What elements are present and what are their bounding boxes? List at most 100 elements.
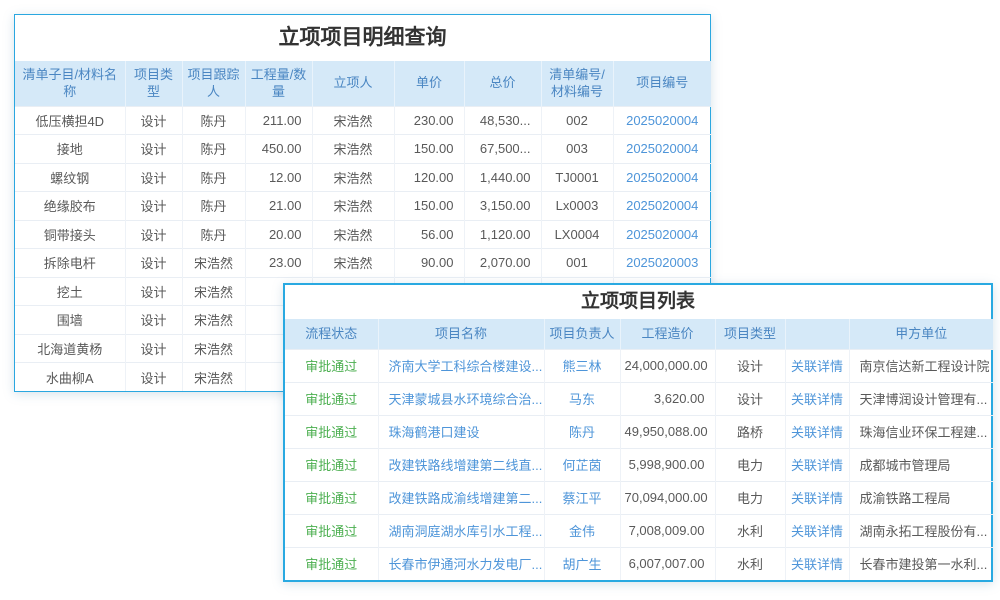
cell-project-name-link[interactable]: 济南大学工科综合楼建设...: [377, 348, 544, 382]
cell-cost: 49,950,088.00: [619, 414, 715, 448]
table-row: 绝缘胶布 设计 陈丹 21.00 宋浩然 150.00 3,150.00 Lx0003 2025…: [15, 191, 711, 220]
cell-unit-price: 150.00: [393, 134, 464, 163]
cell-tracker: 陈丹: [181, 219, 245, 249]
cell-total-price: 3,150.00: [463, 191, 541, 220]
cell-project-name-link[interactable]: 珠海鹤港口建设: [377, 414, 544, 448]
project-list-table: 流程状态 项目名称 项目负责人 工程造价 项目类型 甲方单位 审批通过 济南大学工…: [285, 319, 993, 580]
cell-tracker: 宋浩然: [181, 248, 245, 277]
col-header-initiator: 立项人: [311, 61, 394, 106]
cell-material-name: 挖土: [15, 276, 125, 306]
cell-status: 审批通过: [285, 546, 378, 580]
cell-unit-price: 230.00: [393, 105, 464, 135]
cell-client: 湖南永拓工程股份有...: [848, 513, 993, 547]
cell-total-price: 48,530...: [463, 105, 541, 135]
cell-initiator: 宋浩然: [311, 105, 394, 135]
cell-material-name: 螺纹钢: [15, 162, 125, 192]
cell-client: 成渝铁路工程局: [848, 480, 993, 514]
cell-client: 珠海信业环保工程建...: [848, 414, 993, 448]
cell-project-type: 设计: [124, 333, 182, 363]
table-row: 拆除电杆 设计 宋浩然 23.00 宋浩然 90.00 2,070.00 001 2025020…: [15, 248, 711, 277]
cell-quantity: 20.00: [244, 219, 312, 249]
col-header-status: 流程状态: [285, 319, 378, 349]
cell-manager-link[interactable]: 熊三林: [543, 348, 620, 382]
cell-tracker: 陈丹: [181, 105, 245, 135]
cell-item-code: LX0004: [540, 219, 613, 249]
cell-material-name: 绝缘胶布: [15, 191, 125, 220]
cell-detail-link[interactable]: 关联详情: [784, 447, 849, 481]
cell-detail-link[interactable]: 关联详情: [784, 546, 849, 580]
cell-quantity: 12.00: [244, 162, 312, 192]
cell-tracker: 宋浩然: [181, 305, 245, 334]
col-header-type: 项目类型: [714, 319, 785, 349]
col-header-material-name: 清单子目/材料名称: [15, 61, 125, 106]
cell-project-type: 设计: [124, 248, 182, 277]
cell-tracker: 陈丹: [181, 134, 245, 163]
cell-cost: 6,007,007.00: [619, 546, 715, 580]
cell-status: 审批通过: [285, 348, 378, 382]
cell-client: 南京信达新工程设计院: [848, 348, 993, 382]
cell-project-code-link[interactable]: 2025020004: [612, 219, 711, 249]
cell-material-name: 接地: [15, 134, 125, 163]
cell-project-name-link[interactable]: 改建铁路线增建第二线直...: [377, 447, 544, 481]
cell-project-type: 路桥: [714, 414, 785, 448]
cell-tracker: 宋浩然: [181, 362, 245, 391]
col-header-unit-price: 单价: [393, 61, 464, 106]
cell-project-type: 设计: [124, 162, 182, 192]
cell-project-type: 设计: [124, 105, 182, 135]
cell-item-code: 001: [540, 248, 613, 277]
cell-manager-link[interactable]: 金伟: [543, 513, 620, 547]
col-header-quantity: 工程量/数量: [244, 61, 312, 106]
cell-project-type: 设计: [714, 381, 785, 415]
cell-project-code-link[interactable]: 2025020003: [612, 248, 711, 277]
cell-project-type: 水利: [714, 513, 785, 547]
cell-detail-link[interactable]: 关联详情: [784, 480, 849, 514]
table-row: 审批通过 改建铁路成渝线增建第二... 蔡江平 70,094,000.00 电力 关联详情…: [285, 480, 993, 514]
table-row: 审批通过 改建铁路线增建第二线直... 何芷茵 5,998,900.00 电力 关联详情成…: [285, 447, 993, 481]
table-row: 低压横担4D 设计 陈丹 211.00 宋浩然 230.00 48,530... 002 202…: [15, 105, 711, 135]
table-row: 审批通过 湖南洞庭湖水库引水工程... 金伟 7,008,009.00 水利 关联详情 湖南…: [285, 513, 993, 547]
cell-detail-link[interactable]: 关联详情: [784, 414, 849, 448]
cell-project-name-link[interactable]: 湖南洞庭湖水库引水工程...: [377, 513, 544, 547]
cell-item-code: Lx0003: [540, 191, 613, 220]
cell-quantity: 211.00: [244, 105, 312, 135]
cell-project-code-link[interactable]: 2025020004: [612, 105, 711, 135]
table-row: 接地 设计 陈丹 450.00 宋浩然 150.00 67,500... 003 2025020…: [15, 134, 711, 163]
cell-material-name: 铜带接头: [15, 219, 125, 249]
cell-material-name: 低压横担4D: [15, 105, 125, 135]
cell-manager-link[interactable]: 蔡江平: [543, 480, 620, 514]
cell-detail-link[interactable]: 关联详情: [784, 513, 849, 547]
cell-manager-link[interactable]: 何芷茵: [543, 447, 620, 481]
cell-total-price: 2,070.00: [463, 248, 541, 277]
cell-cost: 3,620.00: [619, 381, 715, 415]
cell-project-type: 设计: [714, 348, 785, 382]
cell-status: 审批通过: [285, 480, 378, 514]
cell-project-code-link[interactable]: 2025020004: [612, 134, 711, 163]
cell-project-code-link[interactable]: 2025020004: [612, 162, 711, 192]
cell-item-code: TJ0001: [540, 162, 613, 192]
cell-detail-link[interactable]: 关联详情: [784, 348, 849, 382]
cell-manager-link[interactable]: 马东: [543, 381, 620, 415]
cell-unit-price: 56.00: [393, 219, 464, 249]
cell-project-type: 设计: [124, 305, 182, 334]
cell-initiator: 宋浩然: [311, 191, 394, 220]
cell-quantity: 23.00: [244, 248, 312, 277]
cell-project-code-link[interactable]: 2025020004: [612, 191, 711, 220]
cell-project-name-link[interactable]: 改建铁路成渝线增建第二...: [377, 480, 544, 514]
detail-panel-title: 立项项目明细查询: [278, 26, 447, 49]
cell-detail-link[interactable]: 关联详情: [784, 381, 849, 415]
col-header-project-name: 项目名称: [377, 319, 544, 349]
cell-project-name-link[interactable]: 长春市伊通河水力发电厂...: [377, 546, 544, 580]
cell-item-code: 002: [540, 105, 613, 135]
cell-status: 审批通过: [285, 414, 378, 448]
cell-tracker: 陈丹: [181, 191, 245, 220]
cell-project-type: 设计: [124, 219, 182, 249]
table-row: 审批通过 济南大学工科综合楼建设... 熊三林 24,000,000.00 设计 关联详情…: [285, 348, 993, 382]
cell-material-name: 拆除电杆: [15, 248, 125, 277]
cell-manager-link[interactable]: 陈丹: [543, 414, 620, 448]
cell-manager-link[interactable]: 胡广生: [543, 546, 620, 580]
cell-cost: 7,008,009.00: [619, 513, 715, 547]
cell-total-price: 1,440.00: [463, 162, 541, 192]
cell-client: 成都城市管理局: [848, 447, 993, 481]
cell-material-name: 围墙: [15, 305, 125, 334]
cell-project-name-link[interactable]: 天津蒙城县水环境综合治...: [377, 381, 544, 415]
